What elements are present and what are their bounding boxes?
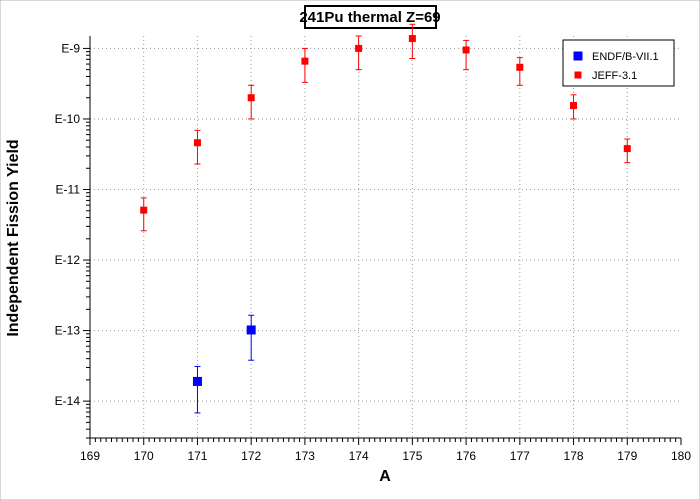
data-point [623, 145, 631, 153]
x-tick-label: 179 [617, 449, 637, 463]
legend-frame [562, 39, 675, 87]
x-tick-label: 180 [671, 449, 691, 463]
x-tick-label: 169 [80, 449, 100, 463]
data-point [140, 206, 148, 214]
data-point [408, 35, 416, 43]
y-tick-label: E-12 [55, 253, 81, 267]
data-point [355, 44, 363, 52]
data-point [193, 139, 201, 147]
data-point [247, 94, 255, 102]
y-axis-title: Independent Fission Yield [5, 139, 22, 336]
legend-label: JEFF-3.1 [592, 70, 637, 82]
x-tick-label: 171 [187, 449, 207, 463]
data-point [516, 63, 524, 71]
title-box: 241Pu thermal Z=69 [299, 5, 441, 29]
series-1 [140, 23, 631, 232]
x-tick-label: 170 [134, 449, 154, 463]
x-tick-label: 174 [349, 449, 369, 463]
legend-marker [574, 71, 582, 79]
x-tick-label: 177 [510, 449, 530, 463]
y-tick-label: E-10 [55, 112, 81, 126]
x-tick-label: 175 [402, 449, 422, 463]
y-axis: E-14 E-13 E-12 E-11 E-10 E-9 [55, 36, 91, 439]
x-tick-label: 173 [295, 449, 315, 463]
x-tick-label: 178 [564, 449, 584, 463]
data-point [570, 102, 578, 110]
legend: ENDF/B-VII.1 JEFF-3.1 [562, 39, 675, 87]
title-frame [304, 5, 437, 29]
legend-label: ENDF/B-VII.1 [592, 51, 659, 63]
y-tick-label: E-14 [55, 394, 81, 408]
data-point [246, 325, 256, 335]
series-layer [140, 23, 631, 414]
legend-marker [573, 51, 583, 61]
x-tick-label: 176 [456, 449, 476, 463]
x-tick-label: 172 [241, 449, 261, 463]
data-point [192, 376, 202, 386]
data-point [462, 46, 470, 54]
y-tick-label: E-11 [56, 182, 81, 196]
y-tick-label: E-9 [61, 41, 80, 55]
chart-title: 241Pu thermal Z=69 [299, 9, 440, 26]
x-axis: 169 170 171 172 173 174 175 176 177 178 179 180 [80, 437, 691, 463]
series-0 [192, 314, 256, 414]
y-tick-label: E-13 [55, 324, 81, 338]
data-point [301, 57, 309, 65]
x-axis-title: A [379, 468, 391, 485]
